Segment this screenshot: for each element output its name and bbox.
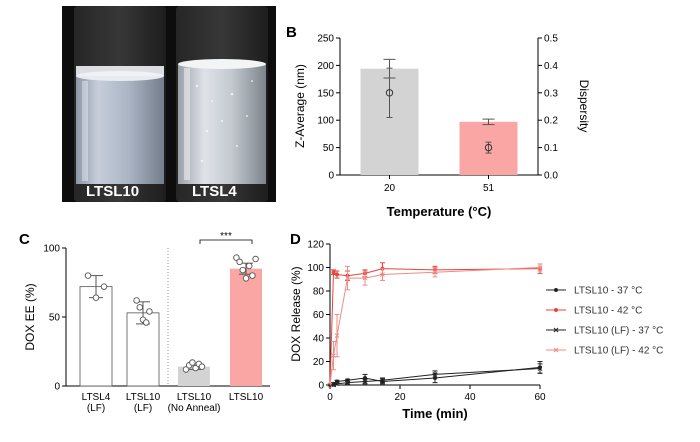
c-xtick-label: (LF) <box>134 403 152 414</box>
d-series-line-1 <box>329 268 541 386</box>
b-y2tick-label: 0.5 <box>544 34 558 45</box>
d-point-3 <box>380 272 385 277</box>
c-ytick-label: 50 <box>49 313 61 324</box>
c-point <box>239 266 247 274</box>
panel-label-d: D <box>290 231 301 248</box>
c-point <box>236 258 243 266</box>
c-sig-label: *** <box>220 232 232 242</box>
chart-d: 0 20 40 60 0 20 40 60 80 100 120 LTSL10 - 37 °C LTS… <box>289 240 663 422</box>
c-ytick-label: 100 <box>43 244 60 255</box>
d-legend-marker-3 <box>553 347 559 353</box>
c-sig-bracket <box>199 239 253 244</box>
d-ytick-label: 100 <box>307 263 324 274</box>
b-y2tick-label: 0.4 <box>544 61 558 72</box>
vial-photo: LTSL10 LTSL4 <box>62 6 276 202</box>
c-point <box>182 366 190 373</box>
b-y2tick-label: 0.3 <box>544 88 558 99</box>
c-point <box>242 275 250 282</box>
d-xtick-label: 40 <box>464 392 476 403</box>
c-point <box>252 255 259 263</box>
d-point-2 <box>432 372 438 377</box>
c-xtick-label: (No Anneal) <box>168 403 221 414</box>
d-xtick-label: 20 <box>394 392 406 403</box>
b-ytick-label: 200 <box>317 61 334 72</box>
d-xtick-label: 60 <box>534 392 546 403</box>
d-point-2 <box>362 379 368 384</box>
b-ytick-label: 150 <box>317 88 334 99</box>
d-legend-label-1: LTSL10 - 42 °C <box>574 306 642 317</box>
c-bar-1 <box>126 312 160 387</box>
c-xtick-label: LTSL10 <box>177 392 212 403</box>
d-series-line-3 <box>329 267 541 386</box>
b-y2label: Dispersity <box>577 80 590 133</box>
b-xtick-label: 51 <box>483 183 495 194</box>
d-ytick-label: 40 <box>313 334 325 345</box>
d-point-3 <box>432 269 438 275</box>
b-xlabel: Temperature (°C) <box>387 204 492 219</box>
b-ytick-label: 0 <box>328 171 334 182</box>
d-xtick-label: 0 <box>327 392 333 403</box>
d-point-3 <box>345 275 350 281</box>
c-point <box>84 272 92 279</box>
vial-label-ltsl4: LTSL4 <box>192 183 237 200</box>
b-xtick-label: 20 <box>384 183 396 194</box>
d-point-2 <box>345 380 350 386</box>
d-ytick-label: 20 <box>313 357 325 368</box>
d-legend-label-0: LTSL10 - 37 °C <box>574 286 642 297</box>
d-legend-label-2: LTSL10 (LF) - 37 °C <box>574 326 663 337</box>
c-bar-0 <box>79 286 113 387</box>
b-ylabel: Z-Average (nm) <box>293 64 307 148</box>
c-point <box>189 359 196 366</box>
b-y2tick-label: 0.0 <box>544 171 558 182</box>
d-ytick-label: 60 <box>313 310 325 321</box>
d-legend-marker-2 <box>553 327 559 333</box>
d-point-3 <box>537 265 543 270</box>
d-point-3 <box>362 275 368 281</box>
b-ytick-label: 50 <box>323 143 335 154</box>
c-point <box>133 297 140 304</box>
c-xtick-label: LTSL10 <box>126 392 161 403</box>
c-point <box>136 304 144 311</box>
b-ytick-label: 100 <box>317 116 334 127</box>
d-legend-marker-0 <box>554 288 558 292</box>
c-ytick-label: 0 <box>54 382 60 393</box>
d-legend-label-3: LTSL10 (LF) - 42 °C <box>574 346 663 357</box>
b-dispersity-point-20 <box>385 89 394 97</box>
c-point <box>245 262 253 270</box>
c-point <box>142 319 150 326</box>
b-dispersity-point-51 <box>484 143 493 152</box>
panel-label-b: B <box>286 24 297 41</box>
c-point <box>146 308 153 315</box>
c-point <box>92 294 100 301</box>
d-point-2 <box>380 377 385 383</box>
c-point <box>100 283 108 290</box>
chart-b: 20 51 0 50 100 150 200 250 0.0 0.1 0.2 0.3 0.4 0.5 Z-… <box>293 34 590 220</box>
c-ylabel: DOX EE (%) <box>23 283 37 350</box>
d-xlabel: Time (min) <box>402 406 468 421</box>
c-point <box>249 272 256 279</box>
c-point <box>192 364 199 372</box>
d-point-3 <box>334 333 340 339</box>
panel-label-c: C <box>19 231 30 248</box>
d-ytick-label: 0 <box>318 381 324 392</box>
c-xtick-label: LTSL4 <box>82 392 111 403</box>
d-point-2 <box>537 366 543 371</box>
d-legend-marker-1 <box>554 308 558 312</box>
d-point-1 <box>335 272 339 277</box>
c-xtick-label: LTSL10 <box>229 392 264 403</box>
c-xtick-label: (LF) <box>87 403 105 414</box>
d-point-2 <box>334 381 340 387</box>
c-point <box>198 363 206 370</box>
d-ytick-label: 80 <box>313 287 325 298</box>
b-y2tick-label: 0.1 <box>544 143 558 154</box>
vial-label-ltsl10: LTSL10 <box>86 183 139 200</box>
chart-c: LTSL4(LF)LTSL10(LF)LTSL10(No Anneal)LTSL… <box>23 232 270 414</box>
b-y2tick-label: 0.2 <box>544 116 558 127</box>
d-ytick-label: 120 <box>307 240 324 251</box>
b-ytick-label: 250 <box>317 34 334 45</box>
d-ylabel: DOX Release (%) <box>289 266 303 361</box>
d-point-2 <box>331 382 336 388</box>
c-point <box>233 254 240 261</box>
c-bar-3 <box>230 268 262 386</box>
